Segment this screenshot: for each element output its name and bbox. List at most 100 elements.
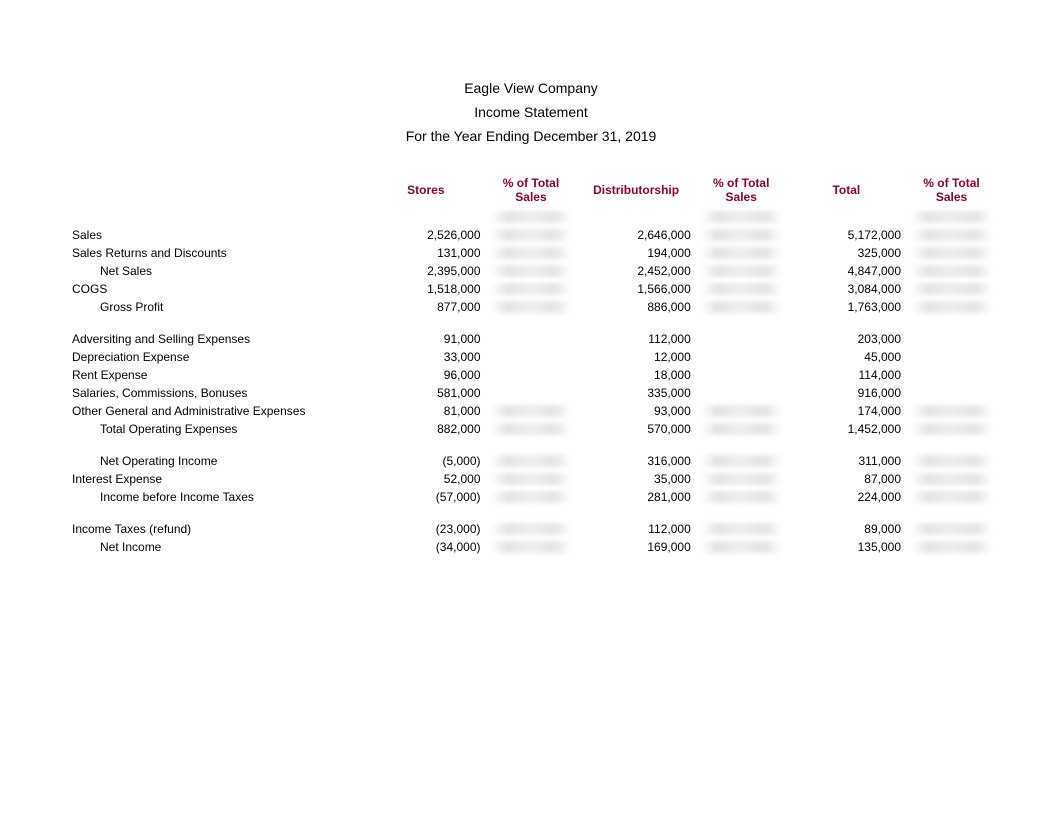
cell-blur xyxy=(487,402,576,420)
row-label: Interest Expense xyxy=(66,470,365,488)
cell: 2,526,000 xyxy=(365,226,486,244)
cell-blur xyxy=(487,520,576,538)
table-row: Adversiting and Selling Expenses 91,000 … xyxy=(66,330,996,348)
cell: 882,000 xyxy=(365,420,486,438)
table-row: Income before Income Taxes (57,000) 281,… xyxy=(66,488,996,506)
cell: 316,000 xyxy=(575,452,696,470)
cell-blur xyxy=(487,226,576,244)
cell-blur xyxy=(907,298,996,316)
cell: 281,000 xyxy=(575,488,696,506)
cell: 194,000 xyxy=(575,244,696,262)
cell-blur xyxy=(907,538,996,556)
table-row: Total Operating Expenses 882,000 570,000… xyxy=(66,420,996,438)
cell-blank xyxy=(907,330,996,348)
col-header-pct2: % of Total Sales xyxy=(697,172,786,208)
cell-blur xyxy=(697,470,786,488)
cell-blank xyxy=(697,330,786,348)
table-row: COGS 1,518,000 1,566,000 3,084,000 xyxy=(66,280,996,298)
cell-blur xyxy=(907,226,996,244)
cell: 3,084,000 xyxy=(786,280,907,298)
row-label: Net Sales xyxy=(66,262,365,280)
cell: 2,395,000 xyxy=(365,262,486,280)
cell: 4,847,000 xyxy=(786,262,907,280)
cell-blur xyxy=(697,244,786,262)
cell: 1,763,000 xyxy=(786,298,907,316)
cell: 12,000 xyxy=(575,348,696,366)
cell: 81,000 xyxy=(365,402,486,420)
cell: 916,000 xyxy=(786,384,907,402)
cell: 2,646,000 xyxy=(575,226,696,244)
row-label: Salaries, Commissions, Bonuses xyxy=(66,384,365,402)
cell-blur xyxy=(487,452,576,470)
cell-blur xyxy=(697,402,786,420)
period: For the Year Ending December 31, 2019 xyxy=(0,124,1062,148)
cell: 581,000 xyxy=(365,384,486,402)
cell-blur xyxy=(697,280,786,298)
cell-blur xyxy=(487,488,576,506)
cell-blank xyxy=(487,348,576,366)
cell: 570,000 xyxy=(575,420,696,438)
cell: (57,000) xyxy=(365,488,486,506)
cell-blur xyxy=(487,280,576,298)
cell-blur xyxy=(487,298,576,316)
cell: 89,000 xyxy=(786,520,907,538)
cell: (34,000) xyxy=(365,538,486,556)
cell-blur xyxy=(487,420,576,438)
col-header-pct3: % of Total Sales xyxy=(907,172,996,208)
cell: 203,000 xyxy=(786,330,907,348)
row-label: Adversiting and Selling Expenses xyxy=(66,330,365,348)
cell-blur xyxy=(697,298,786,316)
row-label xyxy=(66,208,365,226)
cell-blur xyxy=(907,488,996,506)
row-label: Income Taxes (refund) xyxy=(66,520,365,538)
cell: 1,566,000 xyxy=(575,280,696,298)
spacer-row xyxy=(66,438,996,452)
row-label: Gross Profit xyxy=(66,298,365,316)
table-row: Sales 2,526,000 2,646,000 5,172,000 xyxy=(66,226,996,244)
cell-blur xyxy=(697,520,786,538)
cell: 114,000 xyxy=(786,366,907,384)
spacer-row xyxy=(66,316,996,330)
income-statement-table: Stores % of Total Sales Distributorship … xyxy=(66,172,996,556)
col-header-total: Total xyxy=(786,172,907,208)
cell: 112,000 xyxy=(575,330,696,348)
row-label: COGS xyxy=(66,280,365,298)
col-header-stores: Stores xyxy=(365,172,486,208)
cell: 1,518,000 xyxy=(365,280,486,298)
cell: 877,000 xyxy=(365,298,486,316)
cell xyxy=(786,208,907,226)
cell: 886,000 xyxy=(575,298,696,316)
cell: 131,000 xyxy=(365,244,486,262)
company-name: Eagle View Company xyxy=(0,76,1062,100)
table-row: Sales Returns and Discounts 131,000 194,… xyxy=(66,244,996,262)
cell-blur xyxy=(487,538,576,556)
table-row xyxy=(66,208,996,226)
table-row: Salaries, Commissions, Bonuses 581,000 3… xyxy=(66,384,996,402)
cell-blur xyxy=(697,226,786,244)
row-label: Sales xyxy=(66,226,365,244)
cell: 174,000 xyxy=(786,402,907,420)
cell-blur xyxy=(907,280,996,298)
cell: 2,452,000 xyxy=(575,262,696,280)
cell: 52,000 xyxy=(365,470,486,488)
cell-blur xyxy=(487,470,576,488)
cell-blur xyxy=(697,420,786,438)
cell: (23,000) xyxy=(365,520,486,538)
cell-blur xyxy=(907,470,996,488)
row-label: Sales Returns and Discounts xyxy=(66,244,365,262)
cell-blur xyxy=(487,262,576,280)
cell: 112,000 xyxy=(575,520,696,538)
cell-blur xyxy=(697,538,786,556)
cell: 33,000 xyxy=(365,348,486,366)
cell: 335,000 xyxy=(575,384,696,402)
row-label: Total Operating Expenses xyxy=(66,420,365,438)
cell-blank xyxy=(907,348,996,366)
cell: 18,000 xyxy=(575,366,696,384)
cell: 325,000 xyxy=(786,244,907,262)
cell: 5,172,000 xyxy=(786,226,907,244)
cell: 91,000 xyxy=(365,330,486,348)
cell: 93,000 xyxy=(575,402,696,420)
income-statement-document: Eagle View Company Income Statement For … xyxy=(0,0,1062,556)
cell: 135,000 xyxy=(786,538,907,556)
cell: (5,000) xyxy=(365,452,486,470)
